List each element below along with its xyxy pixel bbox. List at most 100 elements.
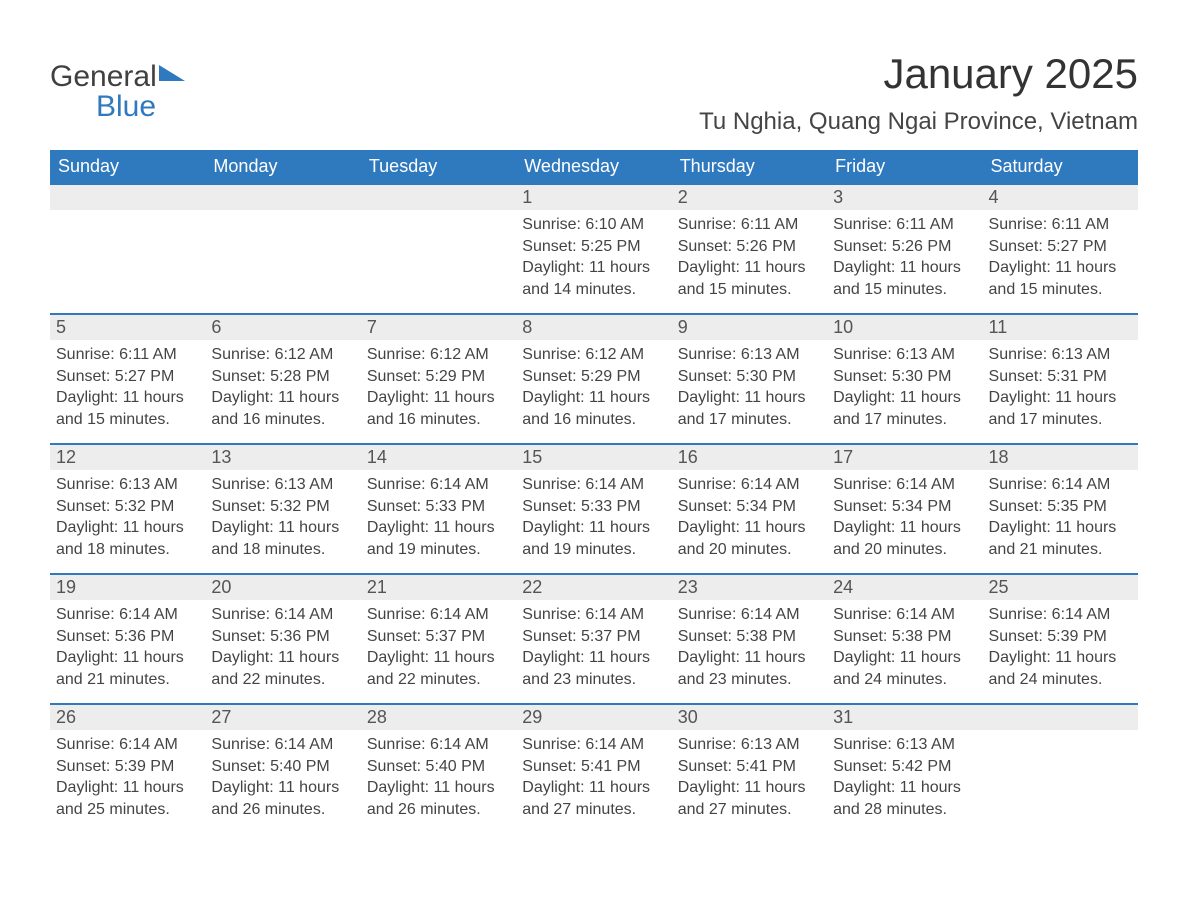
day-number-bar: 25	[983, 573, 1138, 600]
sunrise-line: Sunrise: 6:13 AM	[678, 734, 821, 756]
day-number-bar: 4	[983, 183, 1138, 210]
sunrise-line: Sunrise: 6:12 AM	[367, 344, 510, 366]
calendar-cell: 26Sunrise: 6:14 AMSunset: 5:39 PMDayligh…	[50, 703, 205, 833]
sunrise-line: Sunrise: 6:14 AM	[522, 604, 665, 626]
sunrise-line: Sunrise: 6:14 AM	[833, 604, 976, 626]
calendar-body: 1Sunrise: 6:10 AMSunset: 5:25 PMDaylight…	[50, 183, 1138, 833]
daylight-line: Daylight: 11 hours and 17 minutes.	[833, 387, 976, 430]
calendar-cell	[983, 703, 1138, 833]
calendar-cell: 18Sunrise: 6:14 AMSunset: 5:35 PMDayligh…	[983, 443, 1138, 573]
weekday-header: Monday	[205, 150, 360, 183]
day-number-bar: 21	[361, 573, 516, 600]
daylight-line: Daylight: 11 hours and 24 minutes.	[989, 647, 1132, 690]
calendar-cell: 20Sunrise: 6:14 AMSunset: 5:36 PMDayligh…	[205, 573, 360, 703]
day-body: Sunrise: 6:13 AMSunset: 5:30 PMDaylight:…	[827, 340, 982, 436]
sunset-line: Sunset: 5:28 PM	[211, 366, 354, 388]
sunset-line: Sunset: 5:26 PM	[678, 236, 821, 258]
sunrise-line: Sunrise: 6:14 AM	[56, 734, 199, 756]
sunset-line: Sunset: 5:42 PM	[833, 756, 976, 778]
calendar-cell: 15Sunrise: 6:14 AMSunset: 5:33 PMDayligh…	[516, 443, 671, 573]
daylight-line: Daylight: 11 hours and 24 minutes.	[833, 647, 976, 690]
month-title: January 2025	[699, 50, 1138, 98]
day-number-bar: 10	[827, 313, 982, 340]
day-number-bar: 15	[516, 443, 671, 470]
daylight-line: Daylight: 11 hours and 23 minutes.	[678, 647, 821, 690]
daylight-line: Daylight: 11 hours and 22 minutes.	[367, 647, 510, 690]
sunset-line: Sunset: 5:40 PM	[367, 756, 510, 778]
sunset-line: Sunset: 5:37 PM	[367, 626, 510, 648]
day-number-bar	[205, 183, 360, 210]
daylight-line: Daylight: 11 hours and 20 minutes.	[678, 517, 821, 560]
sunset-line: Sunset: 5:40 PM	[211, 756, 354, 778]
day-number-bar: 8	[516, 313, 671, 340]
calendar-table: SundayMondayTuesdayWednesdayThursdayFrid…	[50, 150, 1138, 833]
day-number-bar: 13	[205, 443, 360, 470]
calendar-cell: 4Sunrise: 6:11 AMSunset: 5:27 PMDaylight…	[983, 183, 1138, 313]
sunrise-line: Sunrise: 6:13 AM	[678, 344, 821, 366]
sunrise-line: Sunrise: 6:11 AM	[678, 214, 821, 236]
daylight-line: Daylight: 11 hours and 17 minutes.	[678, 387, 821, 430]
day-number-bar: 26	[50, 703, 205, 730]
weekday-header: Tuesday	[361, 150, 516, 183]
daylight-line: Daylight: 11 hours and 23 minutes.	[522, 647, 665, 690]
calendar-head: SundayMondayTuesdayWednesdayThursdayFrid…	[50, 150, 1138, 183]
day-number-bar: 22	[516, 573, 671, 600]
weekday-header: Wednesday	[516, 150, 671, 183]
sunrise-line: Sunrise: 6:13 AM	[989, 344, 1132, 366]
sunset-line: Sunset: 5:34 PM	[833, 496, 976, 518]
day-number-bar: 19	[50, 573, 205, 600]
day-number-bar	[50, 183, 205, 210]
sunrise-line: Sunrise: 6:14 AM	[522, 474, 665, 496]
title-block: January 2025 Tu Nghia, Quang Ngai Provin…	[699, 50, 1138, 142]
daylight-line: Daylight: 11 hours and 14 minutes.	[522, 257, 665, 300]
daylight-line: Daylight: 11 hours and 16 minutes.	[211, 387, 354, 430]
sunrise-line: Sunrise: 6:14 AM	[211, 604, 354, 626]
calendar-cell: 28Sunrise: 6:14 AMSunset: 5:40 PMDayligh…	[361, 703, 516, 833]
sunrise-line: Sunrise: 6:14 AM	[367, 604, 510, 626]
day-body: Sunrise: 6:14 AMSunset: 5:36 PMDaylight:…	[50, 600, 205, 696]
daylight-line: Daylight: 11 hours and 16 minutes.	[367, 387, 510, 430]
daylight-line: Daylight: 11 hours and 26 minutes.	[211, 777, 354, 820]
sunset-line: Sunset: 5:41 PM	[522, 756, 665, 778]
sunset-line: Sunset: 5:36 PM	[56, 626, 199, 648]
sunset-line: Sunset: 5:41 PM	[678, 756, 821, 778]
day-body: Sunrise: 6:14 AMSunset: 5:33 PMDaylight:…	[516, 470, 671, 566]
sunrise-line: Sunrise: 6:14 AM	[367, 734, 510, 756]
sunset-line: Sunset: 5:39 PM	[56, 756, 199, 778]
day-body: Sunrise: 6:11 AMSunset: 5:26 PMDaylight:…	[672, 210, 827, 306]
day-body: Sunrise: 6:11 AMSunset: 5:27 PMDaylight:…	[983, 210, 1138, 306]
sunrise-line: Sunrise: 6:11 AM	[833, 214, 976, 236]
calendar-cell: 25Sunrise: 6:14 AMSunset: 5:39 PMDayligh…	[983, 573, 1138, 703]
day-number-bar: 3	[827, 183, 982, 210]
calendar-cell: 13Sunrise: 6:13 AMSunset: 5:32 PMDayligh…	[205, 443, 360, 573]
day-number-bar: 12	[50, 443, 205, 470]
day-number-bar: 30	[672, 703, 827, 730]
sunset-line: Sunset: 5:32 PM	[56, 496, 199, 518]
calendar-cell: 11Sunrise: 6:13 AMSunset: 5:31 PMDayligh…	[983, 313, 1138, 443]
daylight-line: Daylight: 11 hours and 21 minutes.	[56, 647, 199, 690]
day-number-bar: 9	[672, 313, 827, 340]
calendar-cell: 14Sunrise: 6:14 AMSunset: 5:33 PMDayligh…	[361, 443, 516, 573]
day-number-bar: 24	[827, 573, 982, 600]
weekday-header: Friday	[827, 150, 982, 183]
calendar-cell: 29Sunrise: 6:14 AMSunset: 5:41 PMDayligh…	[516, 703, 671, 833]
sunset-line: Sunset: 5:25 PM	[522, 236, 665, 258]
brand-mark-icon	[159, 65, 185, 81]
day-body: Sunrise: 6:14 AMSunset: 5:34 PMDaylight:…	[827, 470, 982, 566]
day-body: Sunrise: 6:13 AMSunset: 5:31 PMDaylight:…	[983, 340, 1138, 436]
day-body: Sunrise: 6:14 AMSunset: 5:41 PMDaylight:…	[516, 730, 671, 826]
day-number-bar: 20	[205, 573, 360, 600]
day-number-bar: 11	[983, 313, 1138, 340]
daylight-line: Daylight: 11 hours and 18 minutes.	[56, 517, 199, 560]
day-body: Sunrise: 6:14 AMSunset: 5:38 PMDaylight:…	[827, 600, 982, 696]
daylight-line: Daylight: 11 hours and 28 minutes.	[833, 777, 976, 820]
day-number-bar: 5	[50, 313, 205, 340]
day-number-bar: 16	[672, 443, 827, 470]
sunrise-line: Sunrise: 6:12 AM	[211, 344, 354, 366]
sunset-line: Sunset: 5:35 PM	[989, 496, 1132, 518]
calendar-cell: 2Sunrise: 6:11 AMSunset: 5:26 PMDaylight…	[672, 183, 827, 313]
calendar-cell: 17Sunrise: 6:14 AMSunset: 5:34 PMDayligh…	[827, 443, 982, 573]
sunrise-line: Sunrise: 6:12 AM	[522, 344, 665, 366]
day-number-bar: 18	[983, 443, 1138, 470]
sunset-line: Sunset: 5:29 PM	[367, 366, 510, 388]
